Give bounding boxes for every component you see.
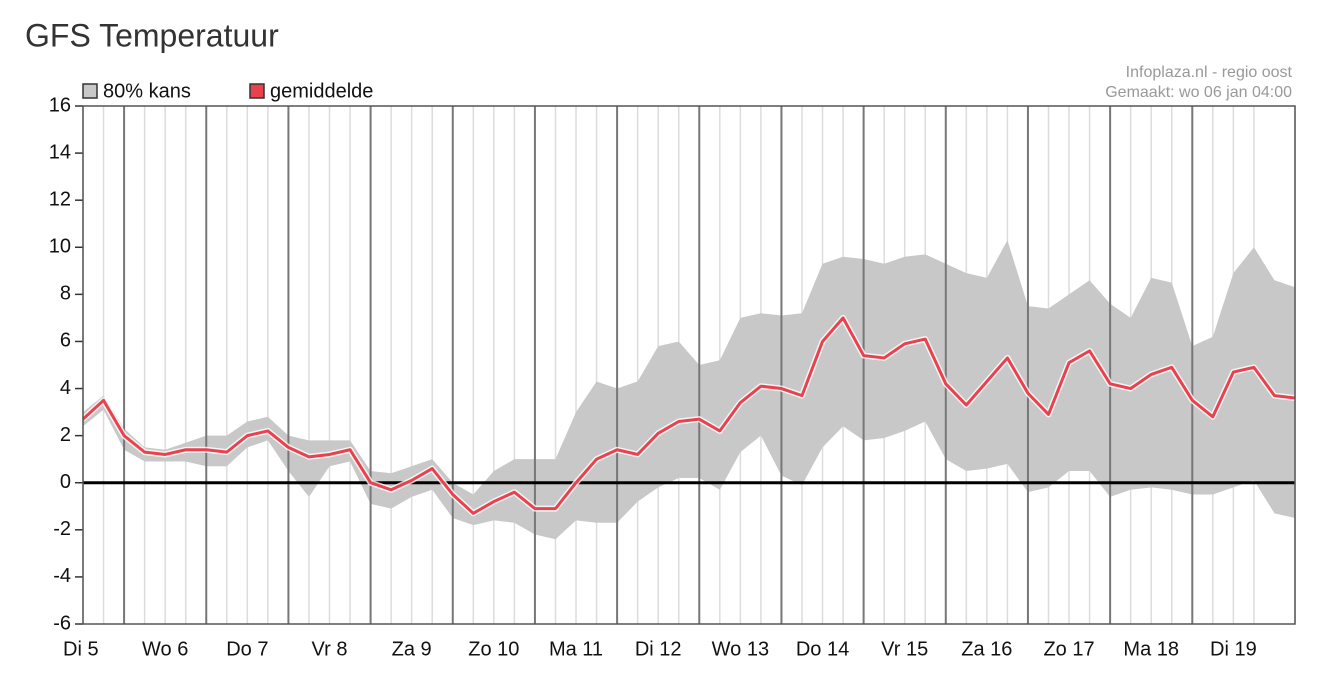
x-tick-label: Ma 11	[549, 638, 603, 660]
x-tick-label: Di 5	[63, 638, 99, 660]
x-tick-label: Vr 8	[312, 638, 348, 660]
x-tick-label: Za 16	[961, 638, 1012, 660]
x-tick-label: Wo 13	[712, 638, 769, 660]
y-tick-label: -6	[53, 612, 71, 634]
x-tick-label: Do 14	[796, 638, 849, 660]
y-tick-label: -2	[53, 518, 71, 540]
y-tick-label: 8	[60, 283, 71, 305]
chart-title: GFS Temperatuur	[25, 17, 279, 53]
y-tick-label: 0	[60, 471, 71, 493]
y-tick-label: 2	[60, 424, 71, 446]
x-tick-label: Di 19	[1210, 638, 1257, 660]
y-tick-label: 4	[60, 377, 71, 399]
x-tick-label: Do 7	[226, 638, 268, 660]
x-tick-label: Zo 10	[468, 638, 519, 660]
x-tick-label: Di 12	[635, 638, 682, 660]
legend-label: gemiddelde	[270, 80, 373, 102]
legend-swatch	[82, 83, 98, 99]
y-tick-label: -4	[53, 565, 71, 587]
y-tick-label: 10	[49, 236, 71, 258]
y-tick-label: 6	[60, 330, 71, 352]
legend-label: 80% kans	[103, 80, 191, 102]
legend-swatch	[249, 83, 265, 99]
y-tick-label: 14	[49, 141, 71, 163]
y-tick-label: 16	[49, 94, 71, 116]
x-tick-label: Za 9	[392, 638, 432, 660]
mean-line	[81, 316, 1296, 515]
source: Gemaakt: wo 06 jan 04:00	[1105, 84, 1292, 101]
y-tick-label: 12	[49, 188, 71, 210]
x-tick-label: Wo 6	[142, 638, 188, 660]
source: Infoplaza.nl - regio oost	[1126, 64, 1293, 81]
x-tick-label: Ma 18	[1123, 638, 1179, 660]
plot-border	[82, 105, 1296, 625]
x-tick-label: Vr 15	[881, 638, 928, 660]
x-tick-label: Zo 17	[1043, 638, 1094, 660]
band-area	[83, 240, 1295, 540]
